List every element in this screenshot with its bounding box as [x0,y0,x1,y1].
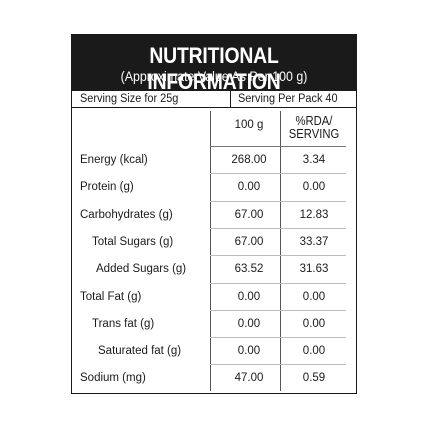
nutrient-value-100g: 63.52 [234,263,264,276]
column-header-100g: 100 g [234,119,264,131]
row-separator [210,337,346,339]
serving-divider [230,91,231,107]
nutrient-label: Total Sugars (g) [92,235,174,248]
column-header-rda-line2: SERVING [288,127,340,141]
nutrient-value-100g: 268.00 [231,154,267,166]
nutrient-label: Total Fat (g) [80,290,142,303]
nutrient-row: Protein (g) 0.00 0.00 [72,174,356,201]
nutrient-label: Carbohydrates (g) [80,208,173,221]
nutrient-value-rda: 0.00 [302,290,326,303]
nutrient-row: Energy (kcal) 268.00 3.34 [72,147,356,174]
nutrient-value-rda: 0.00 [302,345,326,358]
nutrient-row: Sodium (mg) 47.00 0.59 [72,365,356,392]
nutrient-value-rda: 0.59 [302,372,326,385]
row-separator [210,227,346,229]
nutrient-value-rda: 33.37 [299,235,329,248]
nutrient-row: Total Sugars (g) 67.00 33.37 [72,229,356,256]
servings-per-pack: Serving Per Pack 40 [238,93,338,105]
nutrient-value-rda: 0.00 [302,317,326,330]
nutrient-label: Trans fat (g) [92,317,155,330]
nutrient-label: Added Sugars (g) [96,263,187,276]
nutrient-value-100g: 67.00 [234,235,264,248]
nutrient-label: Protein (g) [80,181,134,194]
nutrient-row: Carbohydrates (g) 67.00 12.83 [72,202,356,229]
nutrient-label: Energy (kcal) [80,154,148,166]
nutrient-label: Sodium (mg) [80,372,146,385]
nutrient-value-rda: 0.00 [302,181,326,194]
panel-header: NUTRITIONAL INFORMATION (Approximate Val… [72,35,356,94]
panel-subtitle: (Approximate Value As Per 100 g) [120,69,308,84]
row-separator [210,200,346,202]
column-header-rda-line1: %RDA/ [295,114,333,128]
nutrition-panel: NUTRITIONAL INFORMATION (Approximate Val… [71,34,357,394]
nutrient-value-100g: 47.00 [234,372,264,385]
serving-info-row: Serving Size for 25g Serving Per Pack 40 [72,91,356,108]
nutrient-value-100g: 0.00 [237,317,261,330]
nutrient-row: Total Fat (g) 0.00 0.00 [72,284,356,311]
row-separator [210,309,346,311]
nutrient-value-100g: 0.00 [237,181,261,194]
header-underline [210,146,346,147]
nutrient-value-rda: 3.34 [302,154,326,166]
column-divider-2 [280,111,281,391]
row-separator [210,255,346,257]
nutrient-value-rda: 31.63 [299,263,329,276]
panel-title: NUTRITIONAL INFORMATION [147,43,281,94]
column-header-rda: %RDA/ SERVING [287,115,341,141]
nutrient-value-100g: 0.00 [237,345,261,358]
row-separator [210,282,346,284]
nutrient-row: Added Sugars (g) 63.52 31.63 [72,256,356,283]
nutrient-value-rda: 12.83 [299,208,329,221]
nutrient-value-100g: 0.00 [237,290,261,303]
nutrient-label: Saturated fat (g) [98,345,182,358]
column-divider-1 [210,111,211,391]
nutrient-row: Saturated fat (g) 0.00 0.00 [72,338,356,365]
nutrient-row: Trans fat (g) 0.00 0.00 [72,311,356,338]
nutrient-value-100g: 67.00 [234,208,264,221]
row-separator [210,173,346,175]
row-separator [210,364,346,366]
serving-size: Serving Size for 25g [80,93,179,105]
